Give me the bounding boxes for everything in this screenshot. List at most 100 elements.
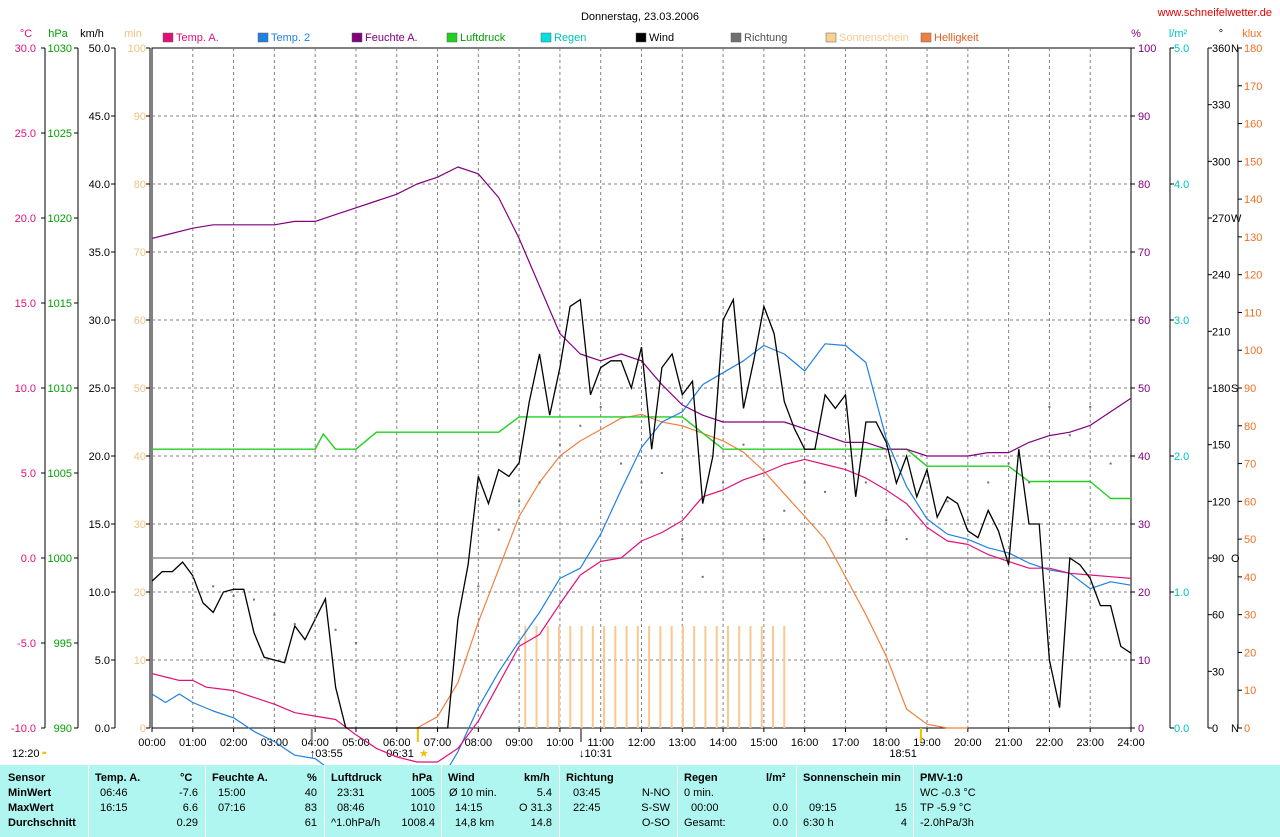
axis-temp-label-7: 25.0: [15, 128, 36, 140]
direction-dot-5: [293, 623, 296, 626]
direction-dot-22: [742, 443, 745, 446]
axis-deg-dir-0: N: [1231, 723, 1239, 735]
axis-klux-label-16: 160: [1244, 119, 1262, 131]
axis-regen-label-2: 2.0: [1174, 451, 1189, 463]
temp-min-value: -7.6: [179, 787, 198, 799]
legend-swatch-2: [351, 32, 363, 43]
legend-swatch-5: [635, 32, 647, 43]
marker-bottom-left-time: 12:20: [12, 748, 40, 760]
axis-pct-label-1: 10: [1138, 655, 1150, 667]
direction-max-time: 22:45: [573, 802, 601, 814]
wind-header: Wind: [448, 772, 475, 784]
pressure-min-value: 1005: [410, 787, 435, 799]
x-label-11: 11:00: [587, 737, 614, 749]
direction-dot-20: [701, 575, 704, 578]
axis-kmh-label-9: 45.0: [89, 111, 110, 123]
direction-dot-41: [1130, 519, 1132, 522]
unit-min: min: [124, 28, 142, 40]
temp-max-value: 6.6: [182, 802, 198, 814]
x-label-14: 14:00: [709, 737, 737, 749]
axis-pct-label-6: 60: [1138, 315, 1150, 327]
sunrise-icon: ★: [419, 748, 429, 760]
x-label-20: 20:00: [954, 737, 982, 749]
weather-chart: Donnerstag, 23.03.2006 www.schneifelwette…: [11, 7, 1272, 765]
axis-kmh-label-5: 25.0: [89, 383, 110, 395]
direction-dot-35: [1007, 462, 1010, 465]
axis-pct-label-9: 90: [1138, 111, 1150, 123]
axis-temp-label-6: 20.0: [15, 213, 36, 225]
series-feuchte-a-: [151, 166, 1132, 457]
unit-klux: klux: [1242, 28, 1262, 40]
axis-min-label-4: 40: [134, 451, 146, 463]
axis-temp-label-0: -10.0: [11, 723, 36, 735]
direction-dot-33: [966, 519, 969, 522]
axis-hpa-label-4: 1010: [48, 383, 72, 395]
x-label-1: 01:00: [179, 737, 207, 749]
axis-regen-label-3: 3.0: [1174, 315, 1189, 327]
direction-dot-29: [885, 519, 888, 522]
pressure-header: Luftdruck: [331, 772, 382, 784]
axis-temp-label-8: 30.0: [15, 43, 36, 55]
direction-dot-15: [599, 405, 602, 408]
pressure-unit: hPa: [412, 772, 433, 784]
axis-klux-label-18: 180: [1244, 43, 1262, 55]
axis-kmh-label-0: 0.0: [95, 723, 110, 735]
sunshine-header: Sonnenschein min: [803, 772, 901, 784]
rain-max-time: 00:00: [691, 802, 719, 814]
axis-pct-label-8: 80: [1138, 179, 1150, 191]
pmv-dewpoint: TP -5.9 °C: [920, 802, 972, 814]
pmv-windchill: WC -0.3 °C: [920, 787, 976, 799]
axis-min-label-10: 100: [128, 43, 146, 55]
series-temp-2: [151, 343, 1132, 765]
direction-dot-23: [762, 538, 765, 541]
axis-regen-label-0: 0.0: [1174, 723, 1189, 735]
humidity-max-time: 07:16: [218, 802, 246, 814]
wind-max-value: O 31.3: [518, 802, 552, 814]
x-label-8: 08:00: [465, 737, 493, 749]
series-helligkeit: [416, 413, 968, 729]
direction-dot-2: [232, 594, 235, 597]
direction-dot-21: [722, 481, 725, 484]
axis-pct-label-3: 30: [1138, 519, 1150, 531]
x-label-21: 21:00: [995, 737, 1023, 749]
x-label-6: 06:00: [383, 737, 411, 749]
x-label-10: 10:00: [546, 737, 574, 749]
direction-dot-19: [681, 538, 684, 541]
axis-deg-label-2: 60: [1212, 610, 1224, 622]
axis-min-label-2: 20: [134, 587, 146, 599]
axis-hpa-label-7: 1025: [48, 128, 72, 140]
axis-deg-label-10: 300: [1212, 156, 1230, 168]
legend-swatch-6: [730, 32, 742, 43]
direction-dot-1: [212, 585, 215, 588]
axis-deg-label-1: 30: [1212, 666, 1224, 678]
axis-deg-dir-90: O: [1231, 553, 1240, 565]
pressure-trend: ^1.0hPa/h: [331, 817, 381, 829]
axis-klux-label-4: 40: [1244, 572, 1256, 584]
axis-min-label-6: 60: [134, 315, 146, 327]
axis-temp-label-2: 0.0: [21, 553, 36, 565]
axis-deg-label-12: 360: [1212, 43, 1230, 55]
axis-klux-label-15: 150: [1244, 156, 1262, 168]
legend-label-7: Sonnenschein: [839, 32, 909, 44]
direction-dot-16: [620, 462, 623, 465]
axis-temp-label-5: 15.0: [15, 298, 36, 310]
axis-hpa-label-2: 1000: [48, 553, 72, 565]
axis-min-label-7: 70: [134, 247, 146, 259]
pressure-min-time: 23:31: [337, 787, 365, 799]
axis-kmh-label-1: 5.0: [95, 655, 110, 667]
direction-dot-3: [252, 598, 255, 601]
axis-temp-label-1: -5.0: [17, 638, 36, 650]
direction-dot-30: [905, 538, 908, 541]
axis-hpa-label-0: 990: [54, 723, 72, 735]
direction-dot-27: [844, 462, 847, 465]
axis-klux-label-2: 20: [1244, 647, 1256, 659]
x-label-13: 13:00: [669, 737, 697, 749]
pmv-header: PMV-1:0: [920, 772, 963, 784]
unit-deg: °: [1219, 28, 1223, 40]
x-label-23: 23:00: [1076, 737, 1104, 749]
marker-temp-min-label: ↑03:55: [310, 748, 343, 760]
axis-pct-label-5: 50: [1138, 383, 1150, 395]
direction-avg: O-SO: [641, 817, 670, 829]
x-label-4: 04:00: [301, 737, 329, 749]
rain-unit: l/m²: [766, 772, 786, 784]
